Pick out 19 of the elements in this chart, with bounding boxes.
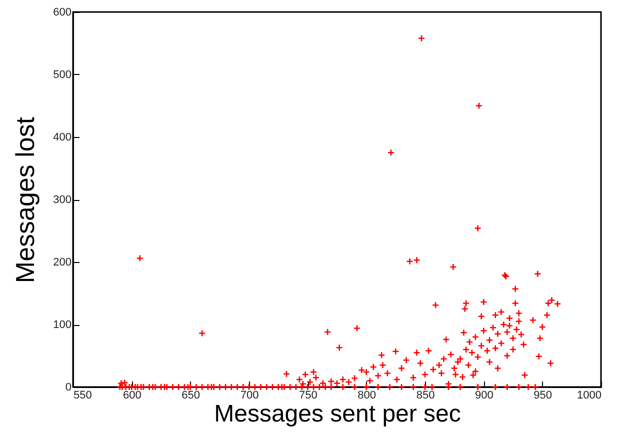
y-tick-label: 500	[53, 69, 72, 81]
y-tick-label: 400	[53, 132, 72, 144]
x-tick-label: 550	[74, 390, 92, 402]
y-tick-label: 200	[53, 256, 72, 268]
x-tick-label: 750	[298, 390, 318, 402]
x-tick-label: 800	[358, 390, 376, 402]
y-tick-label: 300	[53, 194, 72, 206]
y-axis-title: Messages lost	[10, 116, 40, 284]
x-tick-label: 1000	[577, 390, 602, 402]
y-tick-label: 600	[53, 6, 72, 18]
x-tick-label: 700	[240, 390, 259, 402]
y-tick-label: 0	[65, 382, 72, 394]
y-tick-label: 100	[53, 319, 72, 331]
x-axis-title: Messages sent per sec	[214, 400, 461, 428]
x-tick-label: 950	[534, 390, 552, 402]
x-tick-label: 900	[474, 390, 494, 402]
x-tick-label: 600	[122, 390, 142, 402]
x-tick-label: 650	[182, 390, 200, 402]
x-tick-label: 850	[416, 390, 435, 402]
